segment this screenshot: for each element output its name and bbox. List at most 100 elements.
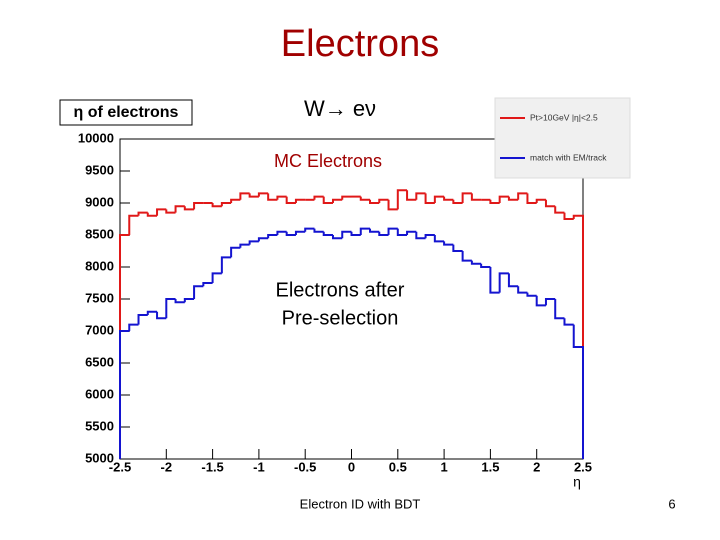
histogram-step	[433, 195, 445, 203]
chart-title: η of electrons	[74, 104, 179, 121]
histogram-step	[378, 198, 389, 203]
histogram-step	[350, 231, 361, 236]
histogram-step	[554, 299, 565, 320]
histogram-step	[415, 192, 426, 200]
y-tick-label: 7500	[85, 290, 114, 305]
histogram-step	[230, 246, 241, 258]
histogram-step	[443, 196, 454, 201]
annotation: MC Electrons	[274, 151, 382, 171]
histogram-step	[498, 272, 509, 293]
histogram-step	[165, 298, 176, 319]
histogram-step	[313, 228, 324, 233]
histogram-step	[211, 203, 222, 208]
histogram-step	[257, 237, 269, 242]
histogram-step	[119, 234, 130, 459]
histogram-step	[146, 212, 158, 217]
histogram-step	[415, 231, 426, 240]
histogram-step	[156, 208, 167, 216]
annotation: Pre-selection	[282, 307, 399, 329]
histogram-step	[554, 206, 565, 214]
histogram-step	[220, 202, 232, 207]
histogram-step	[202, 282, 213, 287]
histogram-step	[489, 267, 500, 294]
histogram-step	[220, 256, 232, 274]
y-tick-label: 9500	[85, 162, 114, 177]
histogram-step	[193, 202, 204, 210]
histogram-step	[424, 234, 435, 239]
x-tick-label: 1	[440, 459, 447, 474]
histogram-step	[517, 286, 528, 294]
histogram-step	[276, 195, 287, 200]
histogram-step	[183, 298, 195, 303]
x-tick-label: -2	[161, 459, 173, 474]
histogram-step	[285, 196, 296, 204]
y-tick-label: 10000	[78, 130, 114, 145]
histogram-step	[461, 192, 472, 203]
slide-subtitle: W→ eν	[304, 96, 376, 121]
page-number: 6	[668, 496, 675, 511]
histogram-step	[507, 273, 519, 288]
x-tick-label: -0.5	[294, 459, 316, 474]
histogram-step	[563, 212, 574, 220]
histogram-step	[174, 299, 185, 304]
histogram-step	[480, 263, 491, 268]
histogram-step	[396, 228, 408, 236]
histogram-step	[507, 196, 519, 201]
histogram-step	[239, 192, 250, 200]
histogram-step	[470, 193, 482, 201]
histogram-step	[406, 230, 417, 235]
histogram-step	[156, 311, 167, 320]
x-tick-label: -2.5	[109, 459, 131, 474]
histogram-step	[572, 324, 584, 459]
histogram-step	[322, 196, 333, 204]
histogram-step	[294, 230, 306, 235]
histogram-step	[387, 227, 398, 235]
x-tick-label: 0	[348, 459, 355, 474]
histogram-step	[452, 244, 463, 252]
histogram-step	[517, 192, 528, 200]
histogram-step	[470, 260, 482, 265]
histogram-step	[211, 272, 222, 283]
histogram-step	[535, 295, 546, 307]
histogram-step	[406, 190, 417, 201]
histogram-step	[489, 199, 500, 204]
histogram-step	[267, 193, 278, 201]
y-tick-label: 8500	[85, 226, 114, 241]
histogram-step	[313, 195, 324, 200]
legend-box	[494, 97, 631, 179]
histogram-step	[267, 234, 278, 239]
histogram-step	[526, 292, 537, 297]
histogram-step	[498, 195, 509, 203]
histogram-step	[137, 314, 148, 325]
histogram-step	[304, 227, 315, 232]
histogram-step	[146, 310, 158, 315]
histogram-step	[387, 199, 398, 211]
histogram-step	[369, 199, 380, 204]
histogram-step	[572, 214, 584, 459]
histogram-step	[544, 199, 556, 208]
histogram-step	[137, 211, 148, 216]
x-axis-label: η	[573, 474, 581, 490]
x-tick-label: 2	[533, 459, 540, 474]
histogram-step	[193, 285, 204, 299]
histogram-step	[128, 323, 139, 331]
histogram-step	[128, 214, 139, 235]
x-tick-label: 2.5	[574, 459, 592, 474]
chart-title-box	[59, 99, 193, 126]
y-tick-label: 5500	[85, 418, 114, 433]
histogram-step	[563, 318, 574, 326]
histogram-step	[341, 195, 352, 200]
histogram-step	[165, 209, 176, 214]
histogram-step	[443, 241, 454, 246]
histogram-step	[452, 199, 463, 204]
histogram-step	[359, 227, 371, 235]
histogram-step	[331, 235, 343, 240]
histogram-step	[239, 243, 250, 248]
histogram-step	[276, 230, 287, 235]
histogram-step	[433, 235, 445, 243]
annotation: Electrons after	[276, 279, 405, 301]
legend-label: Pt>10GeV |η|<2.5	[530, 112, 598, 122]
x-tick-label: 0.5	[389, 459, 407, 474]
histogram-step	[544, 298, 556, 306]
